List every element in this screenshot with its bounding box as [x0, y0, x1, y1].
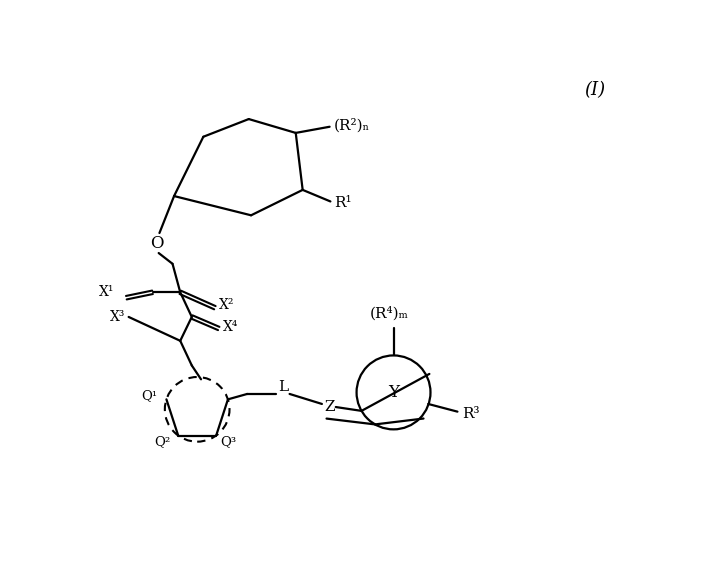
Text: Q¹: Q¹ — [141, 389, 157, 402]
Text: Y: Y — [388, 384, 399, 401]
Text: X⁴: X⁴ — [223, 320, 238, 334]
Text: (R²)ₙ: (R²)ₙ — [334, 118, 369, 132]
Text: O: O — [151, 235, 164, 252]
Text: X³: X³ — [109, 310, 125, 324]
Text: Z: Z — [325, 400, 335, 414]
Text: X¹: X¹ — [99, 285, 114, 300]
Text: (R⁴)ₘ: (R⁴)ₘ — [370, 306, 409, 320]
Text: (I): (I) — [584, 81, 605, 99]
Text: R³: R³ — [462, 407, 479, 421]
Text: Q³: Q³ — [220, 435, 236, 448]
Text: X²: X² — [219, 298, 234, 312]
Text: Q²: Q² — [154, 435, 170, 448]
Text: R¹: R¹ — [334, 196, 352, 210]
Text: L: L — [278, 380, 289, 394]
